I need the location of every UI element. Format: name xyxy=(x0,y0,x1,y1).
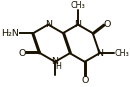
Text: O: O xyxy=(104,20,111,29)
Text: N: N xyxy=(74,20,81,29)
Text: CH₃: CH₃ xyxy=(114,49,129,58)
Text: O: O xyxy=(81,76,88,85)
Text: CH₃: CH₃ xyxy=(70,1,85,10)
Text: H: H xyxy=(56,62,61,71)
Text: N: N xyxy=(51,57,58,66)
Text: H₂N: H₂N xyxy=(1,29,19,38)
Text: N: N xyxy=(96,49,103,58)
Text: O: O xyxy=(18,49,26,58)
Text: N: N xyxy=(45,20,52,29)
